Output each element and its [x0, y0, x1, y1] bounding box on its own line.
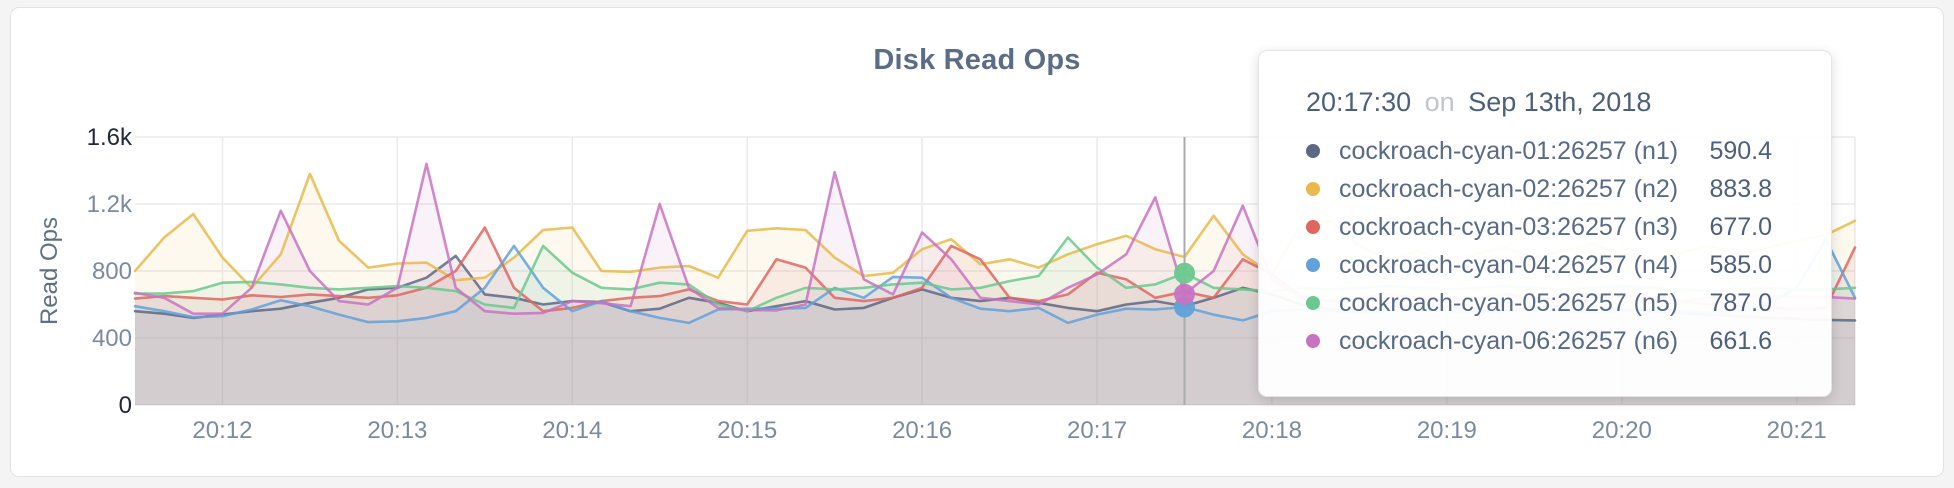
tooltip-header: 20:17:30 on Sep 13th, 2018 [1306, 87, 1772, 118]
series-name: cockroach-cyan-06:26257 (n6) [1339, 326, 1679, 355]
x-tick-label: 20:12 [192, 417, 252, 444]
hover-dot-n5 [1173, 262, 1195, 284]
tooltip-rows: cockroach-cyan-01:26257 (n1) 590.4 cockroa… [1306, 132, 1772, 360]
series-color-dot-icon [1306, 182, 1320, 196]
x-tick-label: 20:19 [1417, 417, 1477, 444]
series-name: cockroach-cyan-04:26257 (n4) [1339, 250, 1679, 279]
series-value: 585.0 [1709, 250, 1772, 279]
tooltip-date: Sep 13th, 2018 [1468, 87, 1652, 117]
x-tick-label: 20:20 [1592, 417, 1652, 444]
tooltip-series-row: cockroach-cyan-06:26257 (n6) 661.6 [1306, 322, 1772, 360]
y-tick-label: 1.2k [87, 191, 133, 218]
tooltip-series-row: cockroach-cyan-03:26257 (n3) 677.0 [1306, 208, 1772, 246]
tooltip-series-row: cockroach-cyan-02:26257 (n2) 883.8 [1306, 170, 1772, 208]
series-color-dot-icon [1306, 334, 1320, 348]
y-tick-label: 0 [119, 392, 132, 419]
x-tick-label: 20:14 [542, 417, 602, 444]
series-name: cockroach-cyan-03:26257 (n3) [1339, 212, 1679, 241]
tooltip-series-row: cockroach-cyan-01:26257 (n1) 590.4 [1306, 132, 1772, 170]
series-value: 661.6 [1709, 326, 1772, 355]
y-tick-label: 800 [92, 258, 132, 285]
tooltip-series-row: cockroach-cyan-04:26257 (n4) 585.0 [1306, 246, 1772, 284]
x-tick-label: 20:18 [1242, 417, 1302, 444]
y-axis-title: Read Ops [36, 217, 63, 325]
hover-dot-n6 [1173, 283, 1195, 305]
y-tick-label: 400 [92, 325, 132, 352]
x-tick-label: 20:13 [367, 417, 427, 444]
series-value: 677.0 [1709, 212, 1772, 241]
x-tick-label: 20:15 [717, 417, 777, 444]
series-value: 787.0 [1709, 288, 1772, 317]
tooltip-series-row: cockroach-cyan-05:26257 (n5) 787.0 [1306, 284, 1772, 322]
x-tick-label: 20:16 [892, 417, 952, 444]
tooltip-connector: on [1424, 87, 1455, 117]
series-value: 883.8 [1709, 174, 1772, 203]
series-color-dot-icon [1306, 258, 1320, 272]
series-color-dot-icon [1306, 144, 1320, 158]
tooltip-time: 20:17:30 [1306, 87, 1412, 117]
chart-title: Disk Read Ops [873, 44, 1081, 76]
series-name: cockroach-cyan-05:26257 (n5) [1339, 288, 1679, 317]
hover-tooltip: 20:17:30 on Sep 13th, 2018 cockroach-cya… [1258, 50, 1832, 397]
y-tick-label: 1.6k [87, 124, 133, 151]
series-color-dot-icon [1306, 296, 1320, 310]
series-name: cockroach-cyan-01:26257 (n1) [1339, 136, 1679, 165]
series-color-dot-icon [1306, 220, 1320, 234]
series-name: cockroach-cyan-02:26257 (n2) [1339, 174, 1679, 203]
x-tick-label: 20:17 [1067, 417, 1127, 444]
x-tick-label: 20:21 [1767, 417, 1827, 444]
series-value: 590.4 [1709, 136, 1772, 165]
